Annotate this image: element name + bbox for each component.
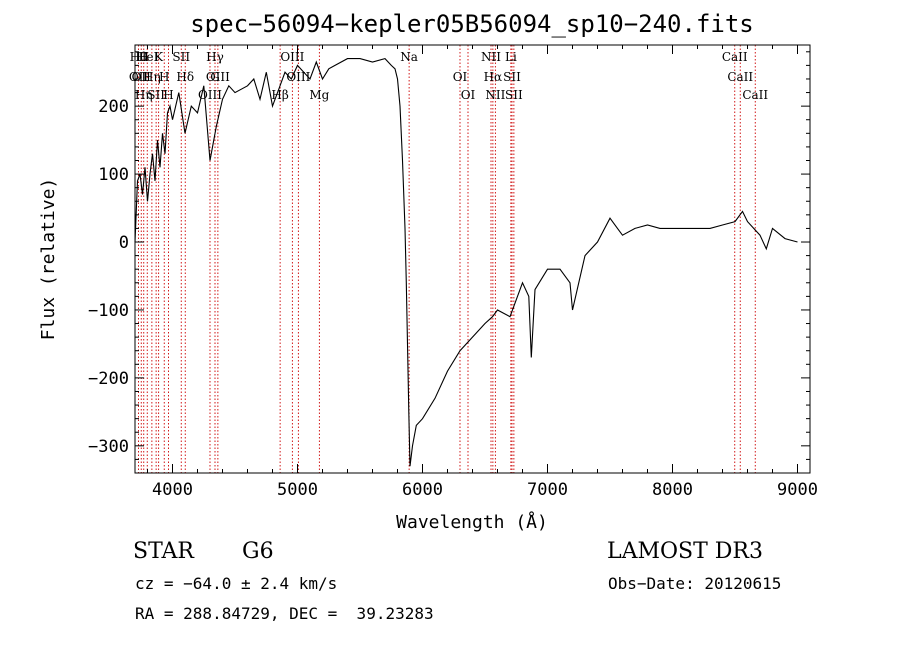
line-marker-label: Hη — [143, 70, 161, 84]
line-marker-label: OIII — [280, 50, 304, 64]
line-marker-label: Mg — [309, 88, 329, 102]
y-tick-label: 200 — [98, 97, 129, 117]
y-tick-label: −300 — [88, 437, 129, 457]
survey-name: LAMOST DR3 — [607, 539, 763, 564]
line-marker-label: SII — [505, 88, 523, 102]
line-marker-label: H — [163, 88, 173, 102]
spectral-subclass: G6 — [242, 539, 274, 564]
line-marker-label: HeI — [136, 50, 159, 64]
sky-coordinates: RA = 288.84729, DEC = 39.23283 — [135, 604, 434, 623]
y-tick-label: −200 — [88, 369, 129, 389]
line-marker-label: H — [159, 70, 169, 84]
line-marker-label: Hα — [484, 70, 503, 84]
y-tick-label: 0 — [119, 233, 129, 253]
line-marker-label: CaII — [722, 50, 748, 64]
x-axis: 4000 5000 6000 7000 8000 9000 — [147, 45, 818, 500]
line-markers — [138, 45, 756, 473]
line-marker-label: Na — [400, 50, 418, 64]
line-marker-label: NII — [485, 88, 505, 102]
line-marker-label: CaII — [742, 88, 768, 102]
line-marker-label: NII — [481, 50, 501, 64]
line-marker-labels: HθOIIOIIHηHHeIHηSIIKHHSIIHδOIIIHγGOIIIHβ… — [129, 50, 769, 102]
plot-frame — [134, 44, 811, 474]
x-tick-label: 9000 — [777, 480, 818, 500]
x-tick-label: 6000 — [402, 480, 443, 500]
line-marker-label: H — [139, 50, 149, 64]
spectrum-line — [134, 57, 798, 467]
x-axis-label: Wavelength (Å) — [396, 511, 548, 533]
line-marker-label: SII — [172, 50, 190, 64]
line-marker-label: CaII — [727, 70, 753, 84]
x-tick-label: 4000 — [152, 480, 193, 500]
line-marker-label: Hη — [135, 88, 153, 102]
line-marker-label: OI — [453, 70, 468, 84]
line-marker-label: K — [154, 50, 164, 64]
observation-date: Obs−Date: 20120615 — [608, 574, 782, 593]
chart-title: spec−56094−kepler05B56094_sp10−240.fits — [190, 10, 754, 38]
line-marker-label: G — [210, 70, 220, 84]
object-class: STAR — [133, 539, 194, 564]
y-axis: −300 −200 −100 0 100 200 — [88, 51, 810, 460]
x-tick-label: 8000 — [652, 480, 693, 500]
line-marker-label: Hβ — [271, 88, 288, 102]
y-tick-label: −100 — [88, 301, 129, 321]
line-marker-label: Hδ — [176, 70, 194, 84]
x-tick-label: 7000 — [527, 480, 568, 500]
line-marker-label: Li — [505, 50, 517, 64]
line-marker-label: SII — [147, 88, 165, 102]
line-marker-label: OIII — [206, 70, 230, 84]
line-marker-label: Hγ — [206, 50, 224, 64]
redshift-velocity: cz = −64.0 ± 2.4 km/s — [135, 574, 338, 593]
line-marker-label: SII — [503, 70, 521, 84]
y-tick-label: 100 — [98, 165, 129, 185]
line-marker-label: OI — [461, 88, 476, 102]
line-marker-label: Hθ — [130, 50, 148, 64]
y-axis-label: Flux (relative) — [38, 178, 59, 341]
line-marker-label: OII — [132, 70, 152, 84]
x-tick-label: 5000 — [277, 480, 318, 500]
line-marker-label: OII — [129, 70, 149, 84]
